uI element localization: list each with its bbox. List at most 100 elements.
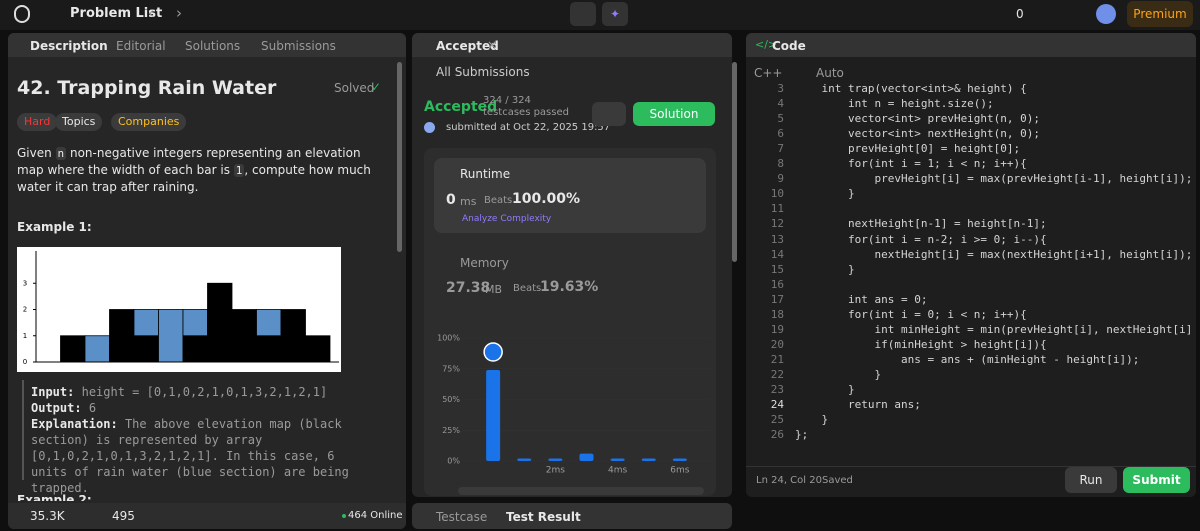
chart-scroll — [458, 487, 704, 495]
run-button[interactable]: Run — [1065, 467, 1117, 493]
tab[interactable]: Submissions — [261, 39, 336, 53]
line-number: 9 — [777, 172, 784, 186]
avatar[interactable] — [1096, 4, 1116, 24]
companies-tag[interactable]: Companies — [111, 113, 187, 131]
line-number: 18 — [770, 307, 784, 321]
y-tick-label: 0 — [23, 358, 27, 366]
code-line: }; — [795, 428, 809, 442]
inline-code: 1 — [233, 164, 245, 177]
runtime-card — [434, 158, 706, 233]
topics-tag[interactable]: Topics — [55, 113, 103, 131]
x-tick-label: 4ms — [608, 466, 627, 476]
solution-button[interactable]: Solution — [633, 102, 715, 126]
tab[interactable]: Test Result — [506, 510, 581, 524]
mode-select[interactable]: Auto — [816, 66, 844, 80]
cursor-position: Ln 24, Col 20 — [756, 475, 822, 486]
comments[interactable]: 495 — [112, 509, 135, 523]
notes-button[interactable] — [570, 2, 596, 26]
line-number: 11 — [770, 202, 784, 216]
line-number: 17 — [770, 292, 784, 306]
bottom-bar — [412, 503, 732, 529]
code-line: for(int i = n-2; i >= 0; i--){ — [795, 232, 1047, 246]
tab-bar — [412, 33, 732, 57]
tab[interactable]: Accepted — [436, 39, 499, 53]
code-line: vector<int> nextHeight(n, 0); — [795, 127, 1041, 141]
logo — [14, 5, 30, 23]
line-number: 5 — [777, 112, 784, 126]
tab[interactable]: Editorial — [116, 39, 166, 53]
line-number: 22 — [770, 367, 784, 381]
online-dot — [342, 514, 346, 518]
value: The above elevation map (black section) … — [31, 417, 349, 495]
bar — [641, 458, 656, 461]
statement: Given n non-negative integers representi… — [17, 145, 377, 195]
ai-button[interactable]: ✦ — [602, 2, 628, 26]
language-select[interactable]: C++ — [754, 66, 783, 80]
premium-button[interactable]: Premium — [1127, 1, 1193, 27]
close-tab[interactable]: × — [487, 38, 498, 52]
status: Accepted — [424, 99, 498, 115]
line-number: 23 — [770, 383, 784, 396]
code-line: prevHeight[i] = max(prevHeight[i-1], hei… — [795, 172, 1193, 186]
text: non-negative integers representing an el… — [17, 146, 361, 177]
bar — [84, 335, 110, 363]
example-heading: Example 1: — [17, 220, 92, 234]
prev-button[interactable]: ‹ — [148, 4, 154, 22]
code-line: } — [795, 383, 855, 396]
beats-label: Beats — [513, 283, 542, 294]
example-block — [22, 380, 24, 480]
likes[interactable]: 35.3K — [30, 509, 65, 523]
tab[interactable]: Description — [30, 39, 108, 53]
line-number: 10 — [770, 187, 784, 201]
next-button[interactable]: › — [176, 4, 182, 22]
x-tick-label: 2ms — [546, 466, 565, 476]
bar — [305, 335, 331, 363]
memory-beats: 19.63% — [540, 279, 599, 295]
editorial-button[interactable] — [592, 102, 626, 126]
y-tick-label: 100% — [437, 334, 460, 343]
tab[interactable]: Testcase — [436, 510, 488, 524]
runtime-distribution: 0% 25% 50% 75% 100% 2ms 4ms 6ms — [437, 334, 711, 476]
code-icon: </> — [755, 38, 778, 51]
runtime-beats: 100.00% — [512, 191, 581, 207]
tab[interactable]: Code — [772, 39, 806, 53]
code-line: int ans = 0; — [795, 292, 928, 306]
code-editor[interactable]: 3 int trap(vector<int>& height) {4 int n… — [746, 82, 1194, 462]
text: , compute how much water it can trap aft… — [17, 163, 371, 194]
line-number: 16 — [770, 277, 784, 291]
analyze-link[interactable]: Analyze Complexity — [462, 214, 552, 224]
difficulty-tag[interactable]: Hard — [17, 113, 58, 131]
code-line: nextHeight[i] = max(nextHeight[i+1], hei… — [795, 247, 1193, 261]
line-number: 21 — [770, 352, 784, 366]
bar — [231, 309, 257, 363]
bar — [280, 309, 306, 363]
x-tick-label: 6ms — [670, 466, 689, 476]
memory-value: 27.38 — [446, 280, 491, 296]
tab[interactable]: Solutions — [185, 39, 241, 53]
bar — [158, 309, 184, 363]
bar — [133, 309, 159, 337]
top-bar — [0, 0, 1200, 30]
code-line: vector<int> prevHeight(n, 0); — [795, 112, 1041, 126]
problem-list-link[interactable]: Problem List — [70, 6, 163, 21]
back-link[interactable]: All Submissions — [436, 65, 530, 79]
solved-check: ✓ — [371, 80, 382, 94]
code-line: } — [795, 262, 855, 276]
code-line: if(minHeight > height[i]){ — [795, 337, 1047, 351]
example-heading: Example 2: — [17, 493, 92, 501]
bar — [486, 369, 501, 461]
bar — [207, 282, 233, 363]
line-number: 26 — [770, 428, 784, 442]
bar — [182, 335, 208, 363]
submit-button[interactable]: Submit — [1123, 467, 1190, 493]
tab-bar — [746, 33, 1196, 57]
code-line: prevHeight[0] = height[0]; — [795, 142, 1021, 156]
code-line: } — [795, 187, 855, 201]
author-avatar — [424, 122, 435, 133]
y-tick-label: 75% — [442, 364, 460, 373]
y-tick-label: 0% — [447, 457, 460, 466]
line-number: 20 — [770, 337, 784, 351]
problem-title: 42. Trapping Rain Water — [17, 77, 277, 99]
memory-label: Memory — [460, 256, 509, 270]
fire-count[interactable]: 0 — [1016, 7, 1024, 21]
